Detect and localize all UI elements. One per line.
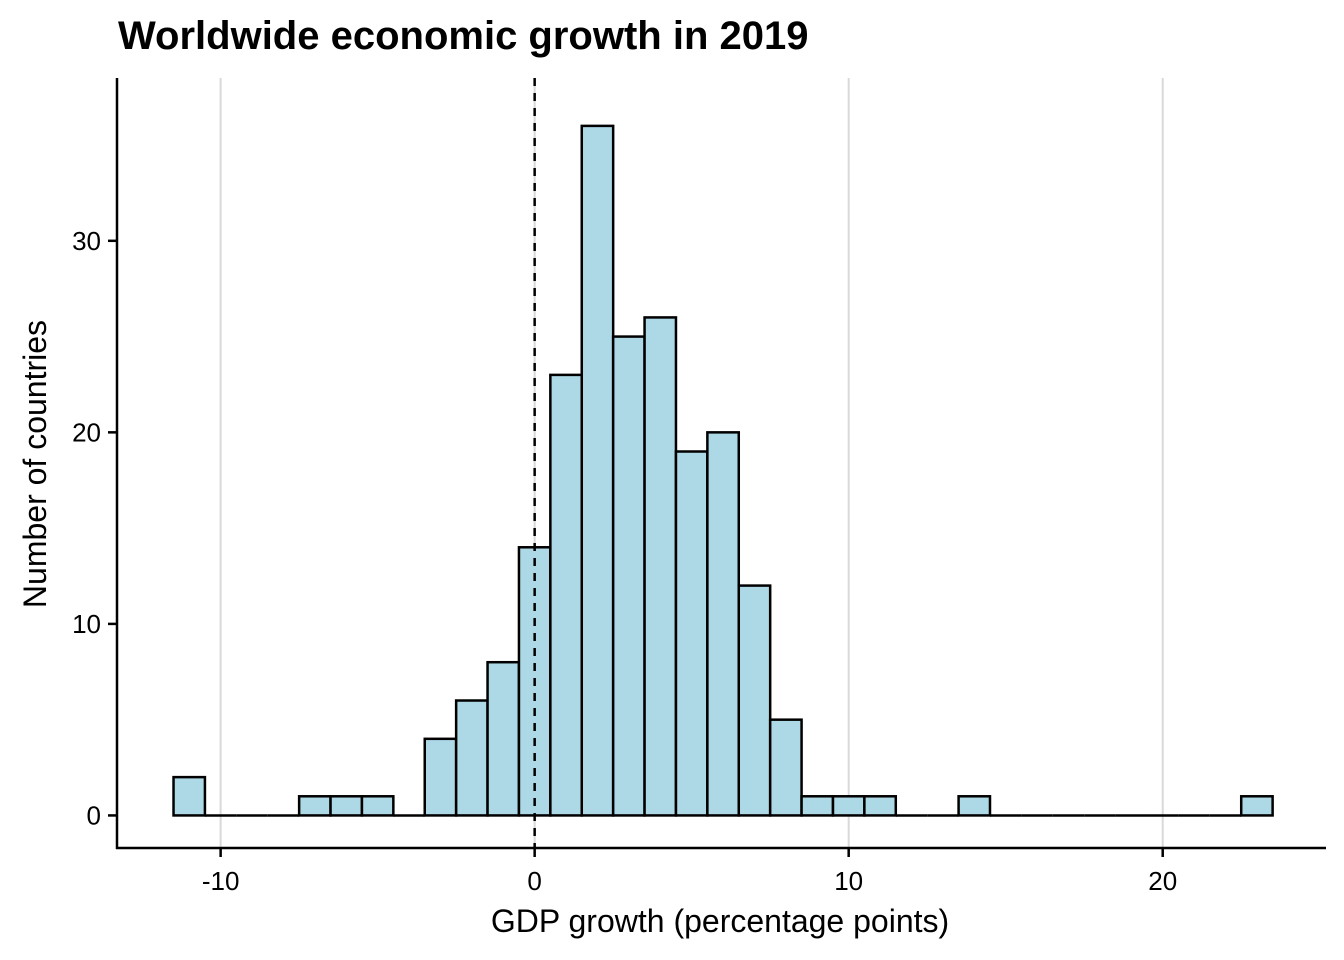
y-tick-label-3: 30 [72,226,101,256]
histogram-bar-0 [172,775,207,817]
histogram-bar-12 [549,373,584,817]
x-tick-label-0: -10 [202,866,240,896]
histogram-bar-16 [674,450,709,817]
histogram-bar-17 [706,431,741,817]
histogram-bar-14 [611,335,646,817]
histogram-bar-6 [360,795,395,817]
histogram-bar-8 [423,737,458,817]
axes: -10 0 10 20 0 10 20 30 [72,78,1326,896]
histogram-bar-20 [800,795,835,817]
histogram-bar-22 [863,795,898,817]
y-tick-label-2: 20 [72,417,101,447]
histogram-bar-18 [737,584,772,817]
x-axis-label: GDP growth (percentage points) [491,903,949,939]
histogram-bar-4 [297,795,332,817]
histogram-bar-15 [643,316,678,817]
histogram-bar-13 [580,124,615,817]
histogram-bar-21 [831,795,866,817]
histogram-bar-19 [768,718,803,817]
histogram-bar-34 [1239,795,1274,817]
y-axis-label: Number of countries [17,320,53,608]
x-tick-label-2: 10 [834,866,863,896]
histogram-bars [172,124,1274,817]
histogram-bar-10 [486,660,521,817]
histogram-bar-9 [454,699,489,817]
x-tick-label-1: 0 [527,866,541,896]
chart-title: Worldwide economic growth in 2019 [118,14,809,58]
histogram-bar-25 [957,795,992,817]
histogram-bar-5 [329,795,364,817]
x-tick-label-3: 20 [1148,866,1177,896]
y-tick-label-1: 10 [72,609,101,639]
y-tick-label-0: 0 [87,800,101,830]
